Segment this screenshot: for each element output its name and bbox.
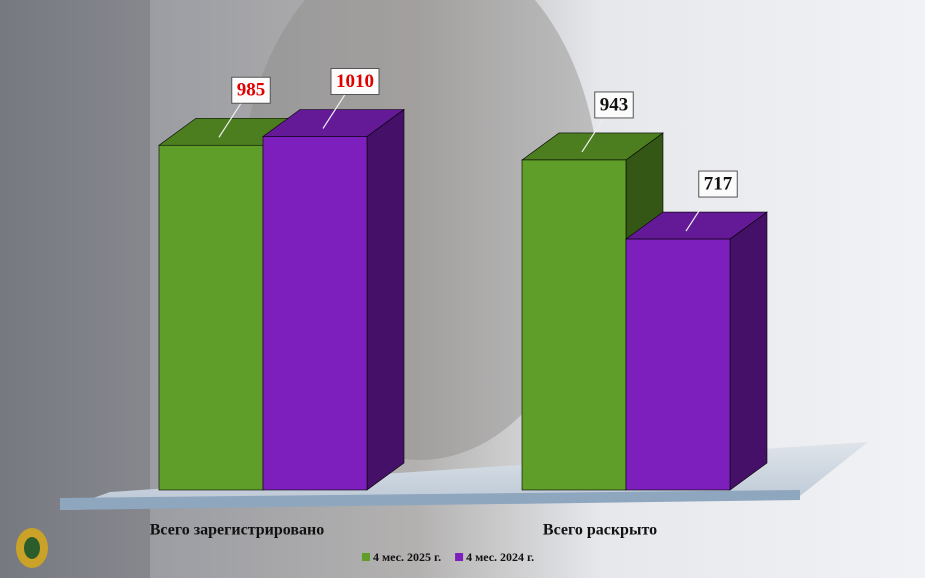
bar-side <box>729 211 768 491</box>
legend-label: 4 мес. 2025 г. <box>373 550 441 564</box>
legend-swatch <box>362 553 370 561</box>
label-leader <box>218 102 242 138</box>
x-tick-label: Всего раскрыто <box>543 522 657 539</box>
data-label: 943 <box>600 94 629 115</box>
floor-edge <box>60 490 800 510</box>
data-label: 1010 <box>336 71 374 92</box>
label-box <box>594 91 634 119</box>
bar <box>158 144 264 491</box>
bar-side <box>366 108 405 491</box>
bar <box>521 159 627 491</box>
data-label: 985 <box>237 80 266 101</box>
data-label: 717 <box>704 173 733 194</box>
label-leader <box>322 94 346 129</box>
bar <box>262 136 368 491</box>
label-leader <box>581 117 605 153</box>
label-box <box>231 76 271 104</box>
label-leader <box>685 196 709 232</box>
label-box <box>330 68 380 95</box>
background-shape <box>0 0 150 578</box>
label-box <box>698 170 738 198</box>
legend-label: 4 мес. 2024 г. <box>466 550 534 564</box>
bar <box>625 238 731 491</box>
emblem <box>16 528 48 568</box>
legend-swatch <box>455 553 464 561</box>
x-tick-label: Всего зарегистрировано <box>150 522 324 539</box>
